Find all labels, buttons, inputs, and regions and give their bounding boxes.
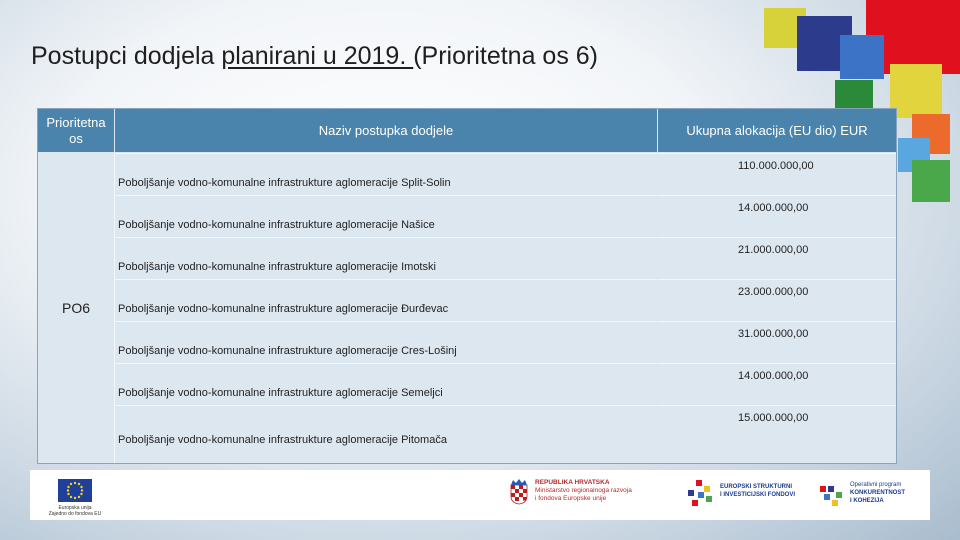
title-underlined: planirani u 2019. <box>221 42 414 70</box>
eu-logo-text: Europska unija Zajedno do fondova EU <box>40 505 110 517</box>
rh-line-2: Ministarstvo regionalnoga razvoja <box>535 487 632 494</box>
table-row: Poboljšanje vodno-komunalne infrastruktu… <box>115 405 896 462</box>
procedure-name: Poboljšanje vodno-komunalne infrastruktu… <box>118 345 457 357</box>
header-procedure-name: Naziv postupka dodjele <box>115 109 657 152</box>
allocation-amount: 31.000.000,00 <box>738 328 809 340</box>
esi-line-2: I INVESTICIJSKI FONDOVI <box>720 492 796 498</box>
esi-funds-text: EUROPSKI STRUKTURNI I INVESTICIJSKI FOND… <box>720 483 795 499</box>
deco-square-blue <box>840 35 884 79</box>
procedure-name: Poboljšanje vodno-komunalne infrastruktu… <box>118 434 447 446</box>
op-line-1: Operativni program <box>850 482 902 488</box>
header-allocation: Ukupna alokacija (EU dio) EUR <box>658 109 896 152</box>
header-priority-axis: Prioritetna os <box>38 109 114 152</box>
eu-line-2: Zajedno do fondova EU <box>48 511 102 517</box>
allocation-amount: 14.000.000,00 <box>738 202 809 214</box>
op-line-3: I KOHEZIJA <box>850 498 884 504</box>
rh-line-3: i fondova Europske unije <box>535 495 607 502</box>
table-row: Poboljšanje vodno-komunalne infrastruktu… <box>115 195 896 237</box>
table-row: Poboljšanje vodno-komunalne infrastruktu… <box>115 363 896 405</box>
title-part-1: Postupci dodjela <box>31 42 222 70</box>
allocation-amount: 21.000.000,00 <box>738 244 809 256</box>
eu-flag-icon <box>58 479 92 502</box>
procedure-name: Poboljšanje vodno-komunalne infrastruktu… <box>118 177 451 189</box>
column-divider <box>114 153 115 463</box>
table-row: Poboljšanje vodno-komunalne infrastruktu… <box>115 279 896 321</box>
deco-square-yellow-2 <box>890 64 942 118</box>
footer-logos <box>30 470 930 520</box>
esi-funds-icon <box>684 478 716 510</box>
allocation-amount: 15.000.000,00 <box>738 412 809 424</box>
op-logo-text: Operativni program KONKURENTNOST I KOHEZ… <box>850 481 905 505</box>
procedure-name: Poboljšanje vodno-komunalne infrastruktu… <box>118 387 443 399</box>
procedure-name: Poboljšanje vodno-komunalne infrastruktu… <box>118 261 436 273</box>
croatia-crest-icon <box>510 479 528 505</box>
procedure-name: Poboljšanje vodno-komunalne infrastruktu… <box>118 303 449 315</box>
deco-square-green-2 <box>912 160 950 202</box>
allocation-table: Prioritetna os Naziv postupka dodjele Uk… <box>37 108 897 464</box>
table-row: Poboljšanje vodno-komunalne infrastruktu… <box>115 321 896 363</box>
op-logo-icon <box>818 484 846 510</box>
allocation-amount: 110.000.000,00 <box>738 160 814 172</box>
rh-line-1: REPUBLIKA HRVATSKA <box>535 479 610 486</box>
ministry-logo-text: REPUBLIKA HRVATSKA Ministarstvo regional… <box>535 479 632 503</box>
procedure-name: Poboljšanje vodno-komunalne infrastruktu… <box>118 219 435 231</box>
table-row: Poboljšanje vodno-komunalne infrastruktu… <box>115 237 896 279</box>
allocation-amount: 23.000.000,00 <box>738 286 809 298</box>
eu-line-1: Europska unija <box>58 505 92 511</box>
title-part-2: (Prioritetna os 6) <box>413 42 599 70</box>
esi-line-1: EUROPSKI STRUKTURNI <box>720 484 793 490</box>
table-row: Poboljšanje vodno-komunalne infrastruktu… <box>115 153 896 195</box>
slide-title: Postupci dodjela planirani u 2019. (Prio… <box>31 42 598 71</box>
allocation-amount: 14.000.000,00 <box>738 370 809 382</box>
priority-axis-cell: PO6 <box>38 153 114 463</box>
op-line-2: KONKURENTNOST <box>850 490 905 496</box>
